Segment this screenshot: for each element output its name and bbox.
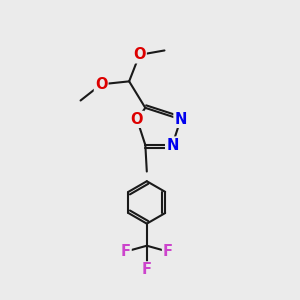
Text: O: O xyxy=(133,47,146,62)
Text: N: N xyxy=(166,137,178,152)
Text: O: O xyxy=(131,112,143,127)
Text: F: F xyxy=(142,262,152,278)
Text: F: F xyxy=(121,244,130,259)
Text: F: F xyxy=(163,244,173,259)
Text: N: N xyxy=(175,112,187,127)
Text: O: O xyxy=(95,77,107,92)
